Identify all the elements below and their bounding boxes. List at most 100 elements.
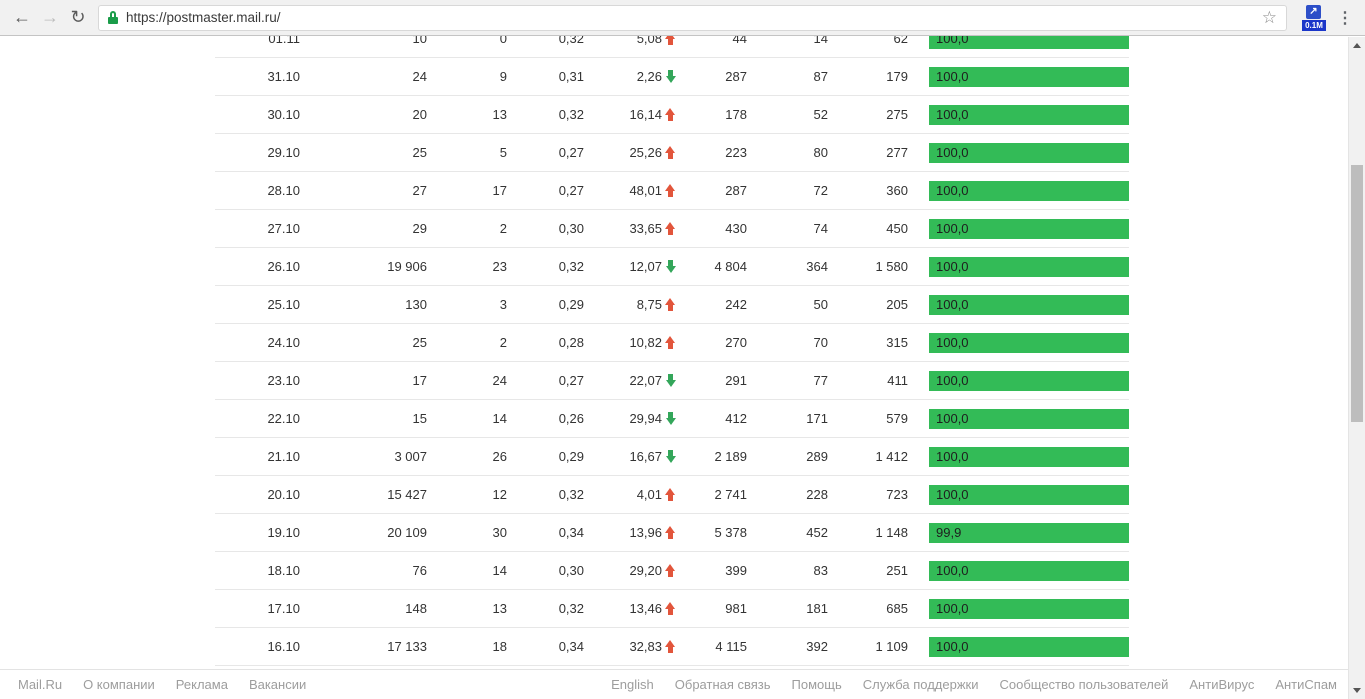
date-cell: 17.10	[267, 601, 300, 616]
delivery-rate-bar: 100,0	[929, 332, 1129, 353]
value2-cell: 0	[499, 36, 507, 46]
trend-arrow-icon	[665, 450, 676, 463]
value6-cell: 62	[893, 36, 908, 46]
rate-value: 100,0	[936, 410, 969, 426]
bookmark-star-icon[interactable]: ☆	[1261, 8, 1277, 27]
footer-link[interactable]: Служба поддержки	[862, 677, 979, 692]
value5-cell: 171	[806, 411, 828, 426]
value6-cell: 179	[886, 69, 908, 84]
rank-extension-icon[interactable]: ↗ 0.1M	[1302, 3, 1326, 33]
value1-cell: 3 007	[394, 449, 427, 464]
footer-link[interactable]: Вакансии	[248, 677, 307, 692]
value2-cell: 14	[492, 563, 507, 578]
delivery-rate-bar: 100,0	[929, 370, 1129, 391]
footer-link[interactable]: Сообщество пользователей	[999, 677, 1169, 692]
rate-value: 100,0	[936, 372, 969, 388]
date-cell: 25.10	[267, 297, 300, 312]
address-bar[interactable]: https://postmaster.mail.ru/ ☆	[98, 4, 1287, 31]
delivery-rate-bar: 100,0	[929, 408, 1129, 429]
trend-cell: 2,26	[584, 69, 676, 84]
reload-icon[interactable]: ↻	[70, 7, 86, 27]
value6-cell: 450	[886, 221, 908, 236]
value2-cell: 14	[492, 411, 507, 426]
date-cell: 24.10	[267, 335, 300, 350]
table-row: 01.11 10 0 0,32 5,08 44 14 62 100,0	[215, 36, 1129, 58]
value6-cell: 360	[886, 183, 908, 198]
value1-cell: 15	[412, 411, 427, 426]
footer-link[interactable]: Реклама	[175, 677, 228, 692]
value2-cell: 30	[492, 525, 507, 540]
value4-cell: 44	[732, 36, 747, 46]
value1-cell: 148	[405, 601, 427, 616]
trend-arrow-icon	[665, 298, 676, 311]
table-row: 20.10 15 427 12 0,32 4,01 2 741 228 723 …	[215, 476, 1129, 514]
trend-value: 5,08	[636, 36, 662, 46]
trend-value: 8,75	[636, 297, 662, 312]
value4-cell: 223	[725, 145, 747, 160]
rate-bar-cell: 100,0	[929, 36, 1129, 49]
trend-arrow-icon	[665, 564, 676, 577]
value5-cell: 72	[813, 183, 828, 198]
value6-cell: 275	[886, 107, 908, 122]
value5-cell: 87	[813, 69, 828, 84]
value3-cell: 0,27	[558, 373, 584, 388]
value1-cell: 10	[412, 36, 427, 46]
delivery-rate-bar: 100,0	[929, 484, 1129, 505]
table-row: 23.10 17 24 0,27 22,07 291 77 411 100,0	[215, 362, 1129, 400]
scroll-up-icon[interactable]	[1349, 37, 1365, 54]
footer-link[interactable]: Mail.Ru	[18, 677, 63, 692]
trend-value: 33,65	[629, 221, 662, 236]
value3-cell: 0,26	[558, 411, 584, 426]
value4-cell: 5 378	[714, 525, 747, 540]
footer-link[interactable]: Обратная связь	[674, 677, 771, 692]
value1-cell: 15 427	[387, 487, 427, 502]
table-row: 29.10 25 5 0,27 25,26 223 80 277 100,0	[215, 134, 1129, 172]
value5-cell: 83	[813, 563, 828, 578]
value5-cell: 70	[813, 335, 828, 350]
table-row: 25.10 130 3 0,29 8,75 242 50 205 100,0	[215, 286, 1129, 324]
value6-cell: 1 580	[875, 259, 908, 274]
scroll-down-icon[interactable]	[1349, 682, 1365, 699]
value2-cell: 24	[492, 373, 507, 388]
value1-cell: 19 906	[387, 259, 427, 274]
footer-left-links: Mail.Ru О компании Реклама Вакансии	[18, 677, 306, 692]
value4-cell: 242	[725, 297, 747, 312]
rate-value: 100,0	[936, 296, 969, 312]
footer-link[interactable]: АнтиВирус	[1189, 677, 1255, 692]
footer-link[interactable]: Помощь	[791, 677, 842, 692]
value2-cell: 2	[499, 221, 507, 236]
trend-arrow-icon	[665, 336, 676, 349]
trend-value: 4,01	[636, 487, 662, 502]
date-cell: 27.10	[267, 221, 300, 236]
scrollbar-thumb[interactable]	[1351, 165, 1363, 422]
value2-cell: 13	[492, 601, 507, 616]
value4-cell: 270	[725, 335, 747, 350]
back-icon[interactable]: ←	[13, 7, 31, 27]
rate-bar-cell: 100,0	[929, 332, 1129, 353]
date-cell: 28.10	[267, 183, 300, 198]
https-lock-icon[interactable]	[108, 11, 118, 24]
chrome-menu-icon[interactable]: ⋮	[1337, 9, 1353, 27]
value5-cell: 289	[806, 449, 828, 464]
value4-cell: 4 115	[715, 639, 747, 654]
value3-cell: 0,32	[558, 259, 584, 274]
page-content: 01.11 10 0 0,32 5,08 44 14 62 100,0 31.1…	[0, 36, 1365, 669]
delivery-rate-bar: 100,0	[929, 218, 1129, 239]
extension-arrow-icon: ↗	[1306, 4, 1321, 19]
value1-cell: 20	[412, 107, 427, 122]
trend-cell: 16,14	[584, 107, 676, 122]
trend-cell: 25,26	[584, 145, 676, 160]
rate-bar-cell: 100,0	[929, 446, 1129, 467]
value5-cell: 452	[806, 525, 828, 540]
footer-link[interactable]: АнтиСпам	[1275, 677, 1337, 692]
url-text[interactable]: https://postmaster.mail.ru/	[126, 10, 281, 25]
rate-value: 100,0	[936, 144, 969, 160]
trend-value: 29,20	[629, 563, 662, 578]
rate-bar-cell: 100,0	[929, 484, 1129, 505]
date-cell: 30.10	[267, 107, 300, 122]
rate-value: 100,0	[936, 600, 969, 616]
rate-bar-cell: 100,0	[929, 294, 1129, 315]
site-footer: Mail.Ru О компании Реклама Вакансии Engl…	[0, 669, 1365, 699]
footer-link[interactable]: English	[611, 677, 654, 692]
footer-link[interactable]: О компании	[83, 677, 155, 692]
